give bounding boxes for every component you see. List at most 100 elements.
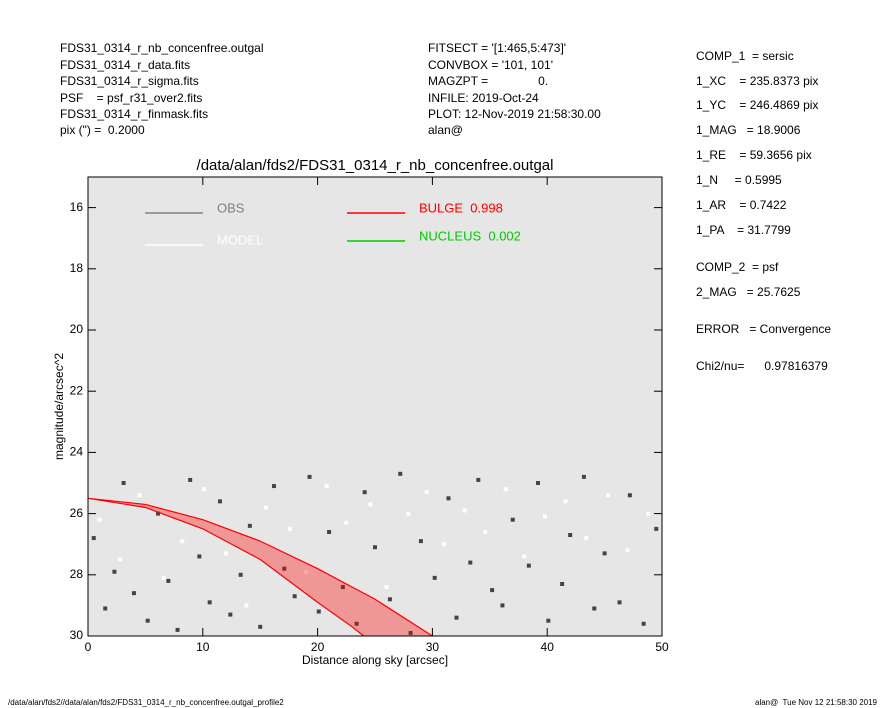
plot-marks [88, 471, 659, 636]
data-point [137, 493, 142, 498]
data-point [446, 496, 451, 501]
data-point [304, 569, 309, 574]
data-point [568, 533, 573, 538]
data-point [522, 554, 527, 559]
header-middle-line: CONVBOX = '101, 101' [428, 58, 553, 72]
fit-parameter: 1_YC = 246.4869 pix [696, 98, 818, 112]
data-point [316, 609, 321, 614]
bulge-band [88, 498, 433, 636]
x-tick-label: 50 [655, 640, 669, 654]
data-point [292, 594, 297, 599]
x-tick-label: 30 [426, 640, 440, 654]
header-left-line: FDS31_0314_r_data.fits [60, 58, 190, 72]
footer-right: alan@ Tue Nov 12 21:58:30 2019 [755, 698, 878, 707]
data-point [468, 560, 473, 565]
data-point [592, 606, 597, 611]
legend-label: OBS [217, 200, 245, 215]
data-point [408, 630, 413, 635]
data-point [91, 536, 96, 541]
data-point [500, 603, 505, 608]
y-tick-label: 28 [70, 567, 84, 581]
header-middle-line: FITSECT = '[1:465,5:473]' [428, 41, 566, 55]
data-point [462, 508, 467, 513]
fit-parameter: ERROR = Convergence [696, 322, 831, 336]
y-tick-label: 20 [70, 322, 84, 336]
fit-parameter: 1_XC = 235.8373 pix [696, 74, 818, 88]
data-point [282, 566, 287, 571]
data-point [121, 481, 126, 485]
data-point [368, 502, 373, 507]
data-point [510, 517, 515, 522]
data-point [263, 505, 268, 510]
fit-parameter: 1_RE = 59.3656 pix [696, 148, 812, 162]
data-point [387, 597, 392, 602]
data-point [247, 523, 252, 528]
fit-parameter: 1_AR = 0.7422 [696, 198, 787, 212]
data-point [476, 477, 481, 482]
fit-parameter: 1_MAG = 18.9006 [696, 123, 801, 137]
data-point [197, 554, 202, 559]
x-tick-label: 40 [541, 640, 555, 654]
fit-parameter: 1_PA = 31.7799 [696, 223, 791, 237]
data-point [627, 493, 632, 498]
plot-frame [87, 176, 663, 637]
data-point [307, 474, 312, 479]
x-tick-label: 0 [85, 640, 92, 654]
data-point [344, 520, 349, 525]
data-point [97, 517, 102, 522]
data-point [432, 575, 437, 580]
header-left-line: FDS31_0314_r_sigma.fits [60, 74, 199, 88]
y-tick-label: 30 [70, 628, 84, 642]
header-middle-line: MAGZPT = 0. [428, 74, 548, 88]
model-curve [88, 497, 364, 636]
data-point [258, 624, 263, 629]
data-point [324, 484, 329, 489]
data-point [526, 563, 531, 568]
y-tick-label: 18 [70, 261, 84, 275]
data-point [373, 545, 377, 550]
data-point [536, 481, 541, 485]
data-point [625, 548, 630, 553]
data-point [271, 484, 276, 489]
model-curve [88, 497, 433, 636]
y-tick-label: 26 [70, 506, 84, 520]
data-point [503, 487, 508, 492]
data-point [490, 588, 495, 593]
x-tick-label: 20 [311, 640, 325, 654]
data-point [223, 551, 228, 556]
x-tick-label: 10 [196, 640, 210, 654]
header-middle-line: INFILE: 2019-Oct-24 [428, 91, 539, 105]
legend-label: BULGE 0.998 [419, 200, 503, 215]
data-point [103, 606, 108, 611]
data-point [112, 569, 117, 574]
data-point [542, 514, 547, 519]
data-point [118, 557, 123, 562]
plot-area [88, 177, 662, 636]
data-point [207, 600, 212, 605]
data-point [560, 581, 565, 586]
data-point [454, 615, 459, 620]
data-point [581, 474, 586, 479]
data-point [384, 585, 389, 590]
data-point [340, 585, 345, 590]
y-tick-label: 22 [70, 383, 84, 397]
data-point [175, 627, 180, 632]
data-point [131, 591, 136, 596]
data-point [398, 471, 403, 476]
fit-parameter: Chi2/nu= 0.97816379 [696, 359, 828, 373]
data-point [602, 551, 607, 556]
header-middle-line: PLOT: 12-Nov-2019 21:58:30.00 [428, 107, 601, 121]
data-point [563, 499, 568, 504]
header-middle-line: alan@ [428, 123, 463, 137]
data-point [354, 621, 359, 626]
data-point [362, 490, 367, 495]
data-point [188, 477, 193, 482]
legend-label: NUCLEUS 0.002 [419, 228, 521, 243]
legend-label: MODEL [217, 232, 263, 247]
data-point [584, 536, 589, 541]
fit-parameter: COMP_2 = psf [696, 260, 779, 274]
data-point [424, 490, 429, 495]
fit-parameter: COMP_1 = sersic [696, 49, 794, 63]
header-left-line: FDS31_0314_r_finmask.fits [60, 107, 208, 121]
data-point [418, 539, 423, 544]
